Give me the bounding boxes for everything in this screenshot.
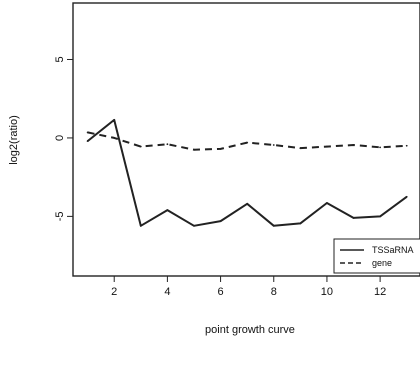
y-tick-label-neg5: -5 (54, 211, 66, 221)
legend: TSSaRNA gene (333, 238, 420, 274)
data-point-gene-10 (326, 145, 328, 148)
x-tick-label-6: 6 (218, 286, 224, 298)
data-point-tssarna-5 (193, 224, 195, 227)
y-axis-label: log2(ratio) (8, 115, 20, 165)
data-point-tssarna-2 (113, 118, 116, 121)
data-point-gene-7 (246, 141, 249, 144)
axes-layer: 2 4 6 8 10 12 5 0 -5 (54, 56, 386, 298)
x-axis-label: point growth curve (205, 324, 295, 336)
x-tick-label-10: 10 (321, 286, 333, 298)
data-point-gene-12 (379, 146, 382, 149)
y-tick-label-5: 5 (54, 56, 66, 62)
data-point-tssarna-12 (379, 215, 382, 218)
data-point-tssarna-4 (166, 209, 169, 212)
data-point-gene-3 (139, 145, 142, 148)
legend-label-tssarna: TSSaRNA (372, 245, 414, 255)
data-point-tssarna-8 (272, 224, 275, 227)
series-line-gene (87, 131, 407, 151)
plot-frame (72, 2, 420, 277)
x-tick-label-12: 12 (374, 286, 386, 298)
x-tick-label-8: 8 (271, 286, 277, 298)
x-tick-label-4: 4 (164, 286, 170, 298)
data-point-gene-4 (166, 143, 169, 146)
legend-label-gene: gene (372, 258, 392, 268)
series-layer (86, 118, 408, 227)
data-point-gene-1 (86, 131, 89, 134)
series-line-tssarna (86, 118, 408, 227)
data-point-tssarna-1 (86, 140, 89, 142)
data-point-gene-11 (352, 144, 355, 146)
data-point-tssarna-3 (139, 224, 142, 227)
data-point-tssarna-11 (352, 217, 355, 219)
data-point-gene-2 (113, 137, 116, 139)
data-point-gene-13 (405, 144, 408, 147)
data-point-gene-9 (299, 147, 302, 150)
data-point-gene-8 (272, 144, 275, 146)
x-tick-label-2: 2 (111, 286, 117, 298)
data-point-gene-5 (193, 148, 195, 151)
data-point-tssarna-7 (246, 202, 249, 205)
data-point-gene-6 (219, 148, 222, 150)
data-point-tssarna-10 (326, 202, 328, 204)
y-tick-label-0: 0 (54, 135, 66, 141)
data-point-tssarna-9 (299, 222, 302, 225)
legend-box (333, 238, 420, 274)
data-point-tssarna-13 (405, 195, 408, 198)
data-point-tssarna-6 (219, 220, 222, 222)
